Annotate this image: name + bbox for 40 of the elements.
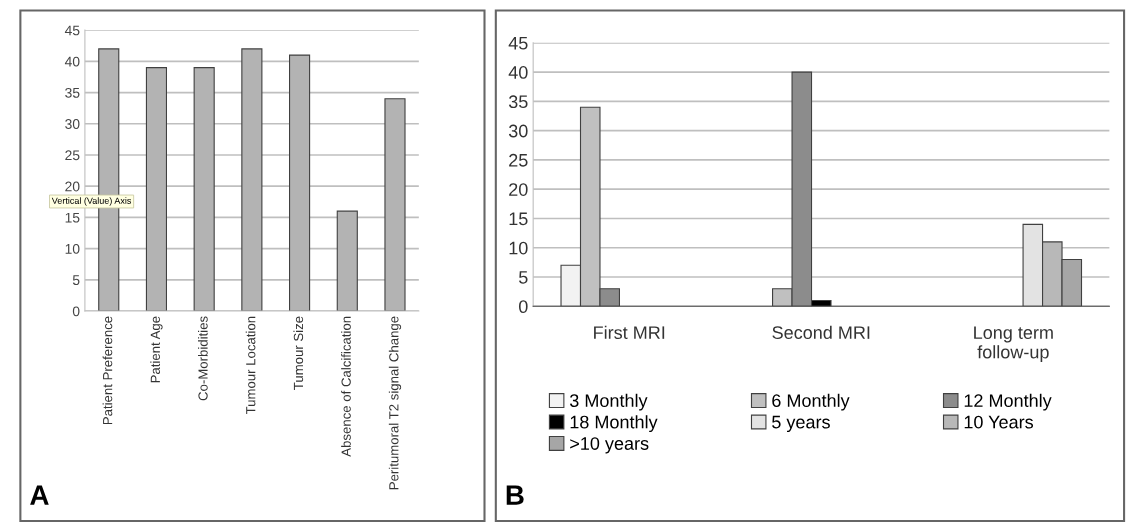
legend-label: >10 years — [570, 437, 649, 454]
x-tick-label: First MRI — [594, 325, 665, 339]
y-tick-label: 15 — [509, 212, 528, 226]
y-tick-label: 20 — [65, 181, 80, 192]
y-tick-label: 25 — [65, 150, 80, 161]
x-tick-label: Co-Morbidities — [198, 316, 208, 401]
y-tick-label: 0 — [518, 300, 528, 314]
y-tick-label: 40 — [64, 56, 80, 67]
legend-label: 3 Monthly — [569, 393, 648, 411]
y-tick-label: 0 — [72, 306, 80, 317]
y-tick-label: 5 — [72, 275, 80, 286]
y-tick-label: 10 — [65, 243, 80, 254]
y-tick-label: 25 — [509, 153, 528, 167]
x-tick-label: Peritumoral T2 signal Change — [388, 316, 402, 490]
y-tick-label: 30 — [508, 124, 528, 138]
y-tick-label: 45 — [508, 36, 528, 50]
y-tick-label: 35 — [65, 87, 80, 98]
text: A — [30, 485, 49, 505]
y-tick-label: 35 — [508, 95, 528, 109]
x-tick-label: Patient Age — [150, 316, 163, 383]
legend-label: 12 Monthly — [964, 393, 1052, 411]
y-tick-label: 45 — [64, 25, 80, 36]
y-tick-label: 30 — [65, 119, 80, 129]
legend-label: 5 years — [772, 415, 830, 433]
x-tick-label: Patient Preference — [102, 316, 113, 425]
x-tick-label: Tumour Location — [245, 316, 256, 415]
x-tick-label: Second MRI — [772, 325, 870, 339]
legend-label: 10 Years — [964, 415, 1034, 429]
y-tick-label: 20 — [509, 183, 528, 196]
legend-label: 18 Monthly — [570, 415, 658, 433]
y-tick-label: 5 — [518, 271, 528, 284]
annotation: Vertical (Value) Axis — [51, 197, 132, 206]
text: B — [506, 485, 524, 505]
y-tick-label: 40 — [508, 66, 528, 79]
y-tick-label: 15 — [65, 212, 80, 223]
y-tick-label: 10 — [509, 241, 528, 255]
x-tick-label: Long term follow-up — [974, 326, 1053, 363]
x-tick-label: Tumour Size — [293, 316, 304, 390]
x-tick-label: Absence of Calcification — [341, 316, 351, 457]
legend-label: 6 Monthly — [772, 393, 850, 411]
